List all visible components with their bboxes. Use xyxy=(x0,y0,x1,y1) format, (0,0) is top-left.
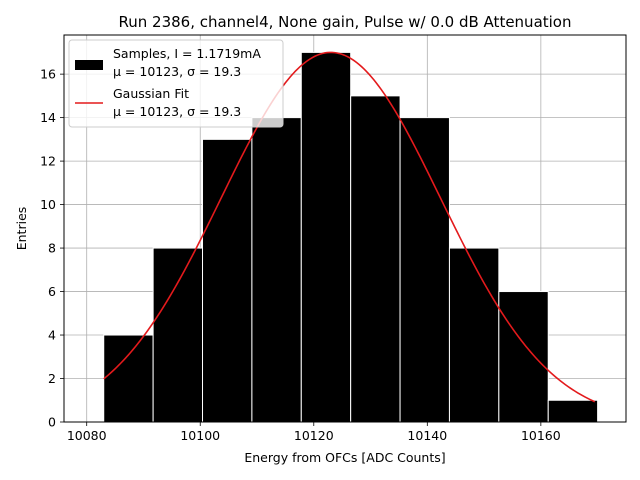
legend-label-fit-stats: μ = 10123, σ = 19.3 xyxy=(113,104,241,119)
legend: Samples, I = 1.1719mA μ = 10123, σ = 19.… xyxy=(68,39,284,128)
y-tick-label: 4 xyxy=(48,328,56,343)
legend-box xyxy=(68,39,284,128)
histogram-bars xyxy=(103,51,599,423)
x-tick-label: 10120 xyxy=(294,428,334,443)
histogram-bar xyxy=(152,247,204,423)
y-tick-label: 16 xyxy=(40,67,56,82)
axes-frame xyxy=(63,34,627,423)
y-tick-label: 8 xyxy=(48,241,56,256)
histogram-bar xyxy=(251,117,302,423)
histogram-bar xyxy=(300,51,352,423)
histogram-bar xyxy=(103,334,154,423)
x-tick-label: 10140 xyxy=(407,428,447,443)
histogram-bar xyxy=(547,399,599,423)
gaussian-fit xyxy=(103,51,596,403)
y-tick-label: 6 xyxy=(48,284,56,299)
histogram-bar xyxy=(448,247,500,423)
y-axis-title: Entries xyxy=(14,207,29,251)
legend-label-samples-stats: μ = 10123, σ = 19.3 xyxy=(113,64,241,79)
chart-title: Run 2386, channel4, None gain, Pulse w/ … xyxy=(119,13,572,31)
y-tick-label: 2 xyxy=(48,371,56,386)
histogram-bar xyxy=(202,138,253,423)
histogram-bar xyxy=(498,291,549,423)
histogram-bar xyxy=(399,117,450,423)
fit-curve xyxy=(103,51,596,403)
axis-ticks: 10080 10100 10120 10140 10160 0 2 4 6 8 10 12 14 16 xyxy=(40,67,561,443)
legend-label-fit: Gaussian Fit xyxy=(113,86,189,101)
y-tick-label: 12 xyxy=(40,154,56,169)
y-tick-label: 0 xyxy=(48,415,56,430)
x-tick-label: 10080 xyxy=(67,428,107,443)
x-tick-label: 10160 xyxy=(521,428,561,443)
y-tick-label: 10 xyxy=(40,197,56,212)
x-tick-label: 10100 xyxy=(180,428,220,443)
x-axis-title: Energy from OFCs [ADC Counts] xyxy=(244,450,445,465)
legend-swatch-samples xyxy=(75,60,103,70)
y-tick-label: 14 xyxy=(40,110,56,125)
histogram-bar xyxy=(350,95,401,423)
legend-label-samples: Samples, I = 1.1719mA xyxy=(113,46,261,61)
